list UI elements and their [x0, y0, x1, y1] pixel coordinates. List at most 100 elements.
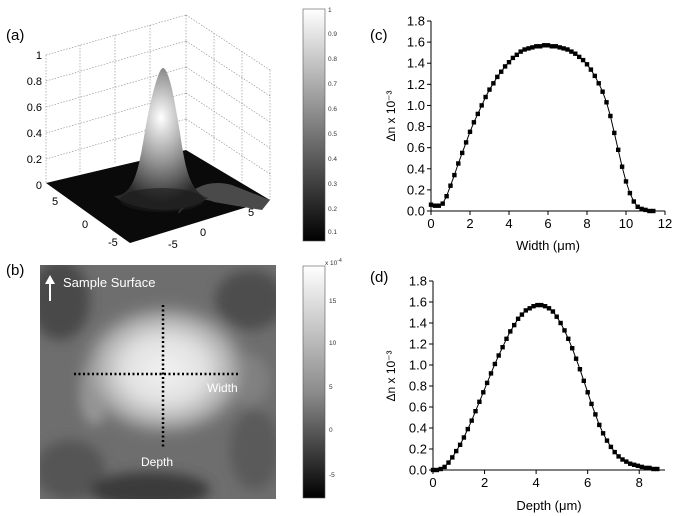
- data-point: [531, 304, 536, 309]
- surface-floor-ridge: [178, 183, 270, 214]
- data-point: [519, 312, 525, 317]
- y-tick-label: 1.6: [409, 295, 427, 310]
- surface-front-ticks: 5 0 -5: [168, 207, 254, 251]
- data-point: [538, 44, 543, 49]
- data-point: [430, 467, 436, 473]
- y-tick-label: 0.2: [409, 442, 427, 457]
- x-tick-label: 12: [658, 216, 672, 231]
- data-point: [585, 390, 590, 395]
- data-point: [475, 111, 480, 117]
- z-tick: 0.4: [27, 128, 42, 140]
- y-tick-label: 0.6: [407, 140, 425, 155]
- data-point: [467, 129, 473, 134]
- data-point: [553, 44, 558, 49]
- data-point: [604, 438, 610, 443]
- data-point: [535, 302, 540, 308]
- data-point: [619, 164, 625, 169]
- left-tick: 0: [82, 219, 88, 231]
- z-tick: 0: [36, 180, 42, 192]
- data-point: [573, 51, 578, 56]
- colorbar-tick: 0.7: [328, 81, 337, 88]
- data-point: [631, 199, 636, 204]
- data-point: [522, 47, 527, 52]
- data-point: [581, 378, 586, 383]
- y-axis-label: Δn x 10⁻³: [384, 350, 398, 401]
- colorbar-tick: 0.9: [328, 31, 337, 38]
- data-point: [549, 44, 555, 49]
- data-point: [481, 390, 486, 395]
- data-point: [612, 449, 617, 455]
- data-point: [487, 87, 492, 92]
- panel-d-label: (d): [370, 269, 388, 286]
- data-point: [432, 203, 438, 208]
- x-axis-label: Depth (μm): [516, 498, 581, 513]
- data-point: [627, 190, 633, 196]
- data-point: [508, 329, 513, 334]
- data-point: [593, 412, 598, 417]
- z-tick: 0.2: [27, 154, 42, 166]
- colorbar-tick: 15: [329, 298, 337, 305]
- panel-c-label: (c): [370, 27, 388, 44]
- data-point: [492, 361, 498, 367]
- y-tick-label: 0.4: [409, 421, 427, 436]
- x-tick-label: 4: [532, 475, 539, 490]
- left-tick: 5: [52, 196, 58, 208]
- y-tick-label: 1.4: [409, 316, 427, 331]
- data-point: [473, 409, 478, 414]
- surface-left-ticks: 5 0 -5: [52, 196, 118, 249]
- colorbar-a-ticks: 1 0.9 0.8 0.7 0.6 0.5 0.4 0.3 0.2 0.1: [328, 7, 337, 236]
- data-point: [620, 457, 625, 462]
- panel-b: (b) Sample Surface Width Depth: [6, 258, 342, 499]
- colorbar-tick: 0: [329, 427, 333, 434]
- data-point: [457, 442, 463, 447]
- z-tick: 0.6: [27, 102, 42, 114]
- data-point: [442, 464, 447, 470]
- colorbar-tick: 1: [328, 7, 332, 14]
- data-point: [635, 204, 640, 209]
- x-tick-label: 4: [505, 216, 512, 231]
- y-tick-label: 1.6: [407, 35, 425, 50]
- series-line: [430, 44, 654, 212]
- x-tick-label: 6: [584, 475, 591, 490]
- front-tick: 5: [248, 207, 254, 219]
- x-tick-label: 8: [636, 475, 643, 490]
- front-tick: 0: [200, 227, 206, 239]
- data-point: [545, 43, 551, 48]
- data-point: [461, 435, 467, 440]
- data-point: [600, 89, 605, 94]
- data-point: [580, 57, 586, 63]
- surface-peak: [114, 68, 208, 210]
- data-point: [460, 150, 465, 156]
- data-point: [479, 103, 484, 108]
- data-point: [651, 208, 656, 214]
- data-point: [596, 81, 601, 86]
- panel-d: (d) 0 2 4 6 8 0.0 0.2 0.4 0.6 0.8 1.0 1.2 1.4 1.6 1.8 D…: [370, 269, 665, 513]
- data-point: [496, 353, 501, 358]
- x-tick-label: 0: [427, 216, 434, 231]
- x-tick-label: 8: [583, 216, 590, 231]
- data-point: [534, 44, 539, 49]
- left-tick: -5: [108, 237, 118, 249]
- surface-arrow-icon: [45, 275, 55, 301]
- data-point: [510, 55, 516, 61]
- colorbar-tick: 5: [329, 384, 333, 391]
- data-point: [546, 306, 552, 311]
- width-label: Width: [207, 381, 238, 395]
- data-point: [597, 422, 602, 428]
- y-tick-label: 0.8: [409, 379, 427, 394]
- data-point: [463, 140, 469, 145]
- data-point: [541, 43, 547, 48]
- y-tick-label: 1.2: [409, 337, 427, 352]
- y-tick-label: 0.0: [407, 204, 425, 219]
- data-point: [643, 207, 648, 213]
- chart-d: 0 2 4 6 8 0.0 0.2 0.4 0.6 0.8 1.0 1.2 1.4 1.6 1.8 Depth…: [384, 274, 665, 513]
- data-point: [438, 466, 443, 472]
- data-point: [631, 462, 637, 467]
- data-point: [502, 64, 508, 69]
- data-point: [604, 100, 609, 105]
- colorbar-a: [302, 8, 326, 242]
- y-tick-label: 0.6: [409, 400, 427, 415]
- data-point: [647, 465, 652, 471]
- data-point: [616, 454, 621, 459]
